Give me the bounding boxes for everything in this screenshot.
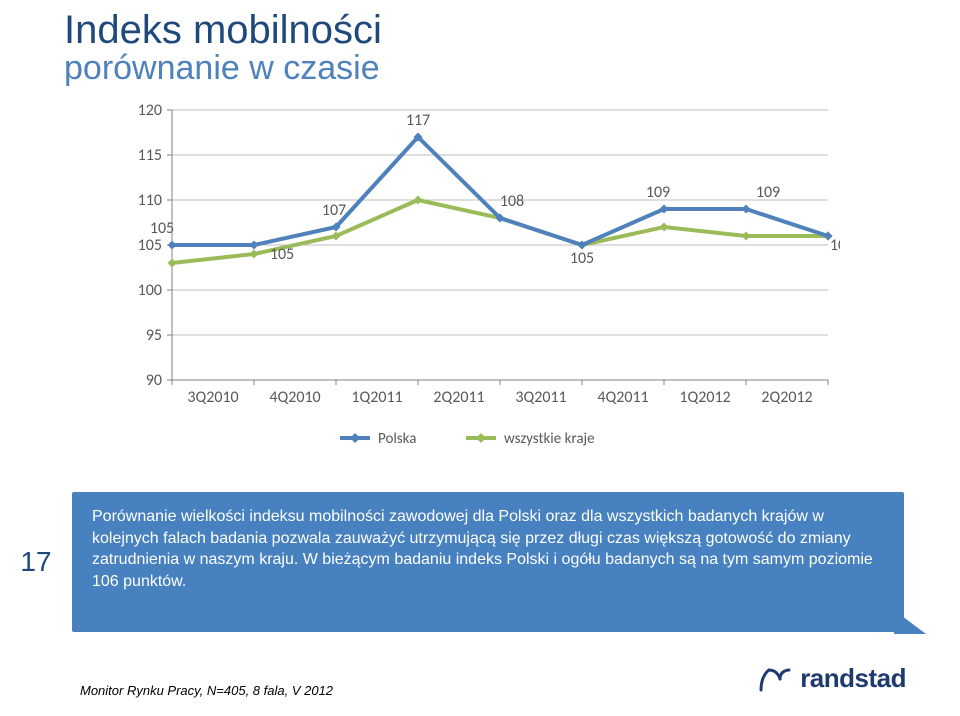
title-block: Indeks mobilności porównanie w czasie [64, 8, 382, 88]
svg-text:4Q2010: 4Q2010 [269, 388, 320, 407]
svg-text:2Q2011: 2Q2011 [433, 388, 484, 407]
svg-text:109: 109 [756, 183, 780, 202]
callout-row: 17 Porównanie wielkości indeksu mobilnoś… [0, 492, 960, 632]
svg-text:4Q2011: 4Q2011 [597, 388, 648, 407]
chart: 90 95 100 105 110 115 120 3Q2010 4Q2010 1Q2011 2Q2… [120, 100, 840, 460]
svg-text:95: 95 [146, 326, 162, 345]
svg-text:120: 120 [138, 101, 162, 120]
svg-text:105: 105 [270, 245, 294, 264]
svg-text:108: 108 [500, 192, 524, 211]
svg-text:1Q2012: 1Q2012 [679, 388, 730, 407]
svg-text:1Q2011: 1Q2011 [351, 388, 402, 407]
svg-text:Polska: Polska [378, 430, 416, 448]
callout-box: Porównanie wielkości indeksu mobilności … [72, 492, 904, 632]
svg-text:2Q2012: 2Q2012 [761, 388, 812, 407]
slide-root: Indeks mobilności porównanie w czasie 90… [0, 0, 960, 716]
page-number: 17 [0, 492, 72, 632]
title-main: Indeks mobilności [64, 8, 382, 53]
svg-text:106: 106 [830, 236, 840, 255]
svg-text:109: 109 [646, 183, 670, 202]
logo-icon [758, 665, 792, 693]
svg-text:105: 105 [150, 219, 174, 238]
svg-text:105: 105 [570, 249, 594, 268]
title-sub: porównanie w czasie [64, 49, 382, 88]
svg-text:wszystkie kraje: wszystkie kraje [504, 430, 595, 448]
svg-text:115: 115 [138, 146, 162, 165]
svg-text:90: 90 [146, 371, 162, 390]
footer-note: Monitor Rynku Pracy, N=405, 8 fala, V 20… [80, 683, 333, 698]
svg-text:3Q2011: 3Q2011 [515, 388, 566, 407]
svg-text:105: 105 [138, 236, 162, 255]
svg-text:110: 110 [138, 191, 162, 210]
logo: randstad [758, 663, 906, 694]
svg-text:107: 107 [322, 201, 346, 220]
chart-svg: 90 95 100 105 110 115 120 3Q2010 4Q2010 1Q2011 2Q2… [120, 100, 840, 460]
svg-text:3Q2010: 3Q2010 [187, 388, 238, 407]
svg-text:100: 100 [138, 281, 162, 300]
svg-text:117: 117 [406, 111, 430, 130]
logo-text: randstad [800, 663, 906, 694]
